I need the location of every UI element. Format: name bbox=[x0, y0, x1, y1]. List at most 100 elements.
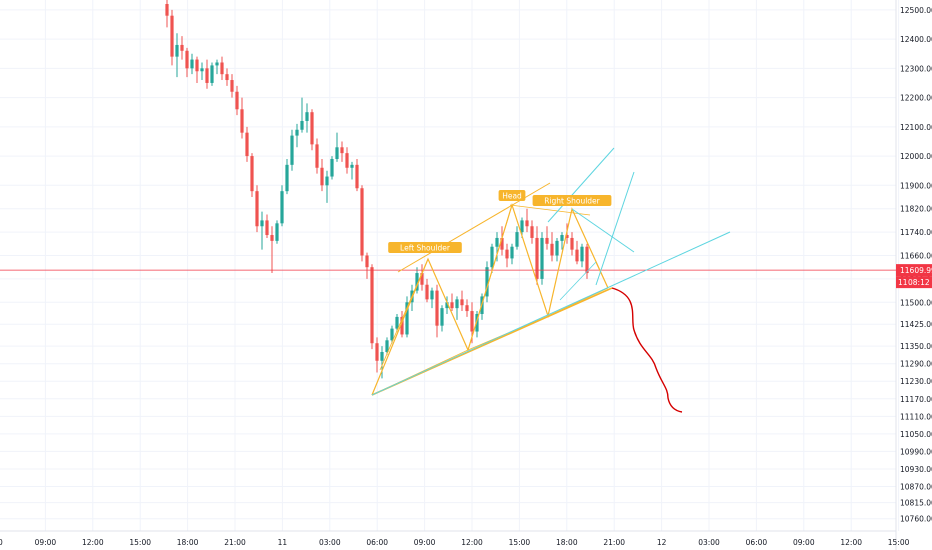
candle-body bbox=[455, 299, 459, 309]
candle bbox=[235, 85, 239, 116]
y-tick-label: 11050.00 bbox=[900, 430, 932, 439]
candle-body bbox=[495, 237, 499, 247]
candle bbox=[315, 138, 319, 174]
candle-body bbox=[285, 164, 289, 192]
candle-body bbox=[255, 191, 259, 227]
countdown-value: 08:12 bbox=[908, 278, 930, 287]
axis-layer: 12500.00 12400.00 12300.00 12200.00 12100.00… bbox=[0, 6, 932, 547]
countdown-badge bbox=[896, 276, 932, 289]
candle-body bbox=[180, 44, 184, 51]
pattern-leg bbox=[379, 258, 429, 371]
candle bbox=[490, 243, 494, 274]
candle bbox=[295, 123, 299, 148]
candle-body bbox=[400, 316, 404, 335]
x-tick-label: 03:00 bbox=[698, 538, 720, 547]
y-tick-label: 10870.00 bbox=[900, 483, 932, 492]
candle-body bbox=[405, 302, 409, 335]
x-tick-label: 12 bbox=[657, 538, 667, 547]
candle-body bbox=[445, 302, 449, 309]
y-tick-label: 11425.00 bbox=[900, 320, 932, 329]
candle-body bbox=[370, 267, 374, 344]
candle-body bbox=[385, 340, 389, 352]
candle-body bbox=[230, 80, 234, 92]
candle bbox=[400, 311, 404, 338]
candle bbox=[245, 126, 249, 162]
candle bbox=[550, 232, 554, 262]
pattern-leg bbox=[467, 204, 513, 351]
candle bbox=[525, 208, 529, 233]
candle bbox=[440, 305, 444, 332]
labels-layer: Left Shoulder Head Right Shoulder bbox=[388, 190, 612, 253]
candle bbox=[230, 74, 234, 98]
candle bbox=[575, 240, 579, 265]
candle-body bbox=[345, 153, 349, 168]
x-tick-label: 09:00 bbox=[793, 538, 815, 547]
candle-body bbox=[520, 220, 524, 233]
y-tick-label: 11500.00 bbox=[900, 298, 932, 307]
y-tick-label: 10930.00 bbox=[900, 465, 932, 474]
fan-line-lower bbox=[571, 208, 635, 253]
candle-body bbox=[260, 220, 264, 227]
x-tick-label: 21:00 bbox=[224, 538, 246, 547]
x-tick-label: 12:00 bbox=[461, 538, 483, 547]
candle-body bbox=[475, 313, 479, 332]
candle-body bbox=[535, 237, 539, 279]
candle-body bbox=[200, 68, 204, 72]
candle bbox=[175, 33, 179, 78]
candle-body bbox=[545, 237, 549, 244]
candle bbox=[515, 226, 519, 250]
x-tick-label: 03:00 bbox=[319, 538, 341, 547]
candle-body bbox=[565, 235, 569, 238]
candle bbox=[380, 346, 384, 379]
candle-body bbox=[440, 308, 444, 326]
y-tick-label: 10990.00 bbox=[900, 447, 932, 456]
current-price-value: 11609.99 bbox=[900, 266, 932, 275]
candle-body bbox=[425, 284, 429, 300]
candle bbox=[425, 278, 429, 303]
candle bbox=[405, 296, 409, 338]
candle-body bbox=[355, 164, 359, 189]
candle-body bbox=[560, 235, 564, 241]
x-tick-label: 15:00 bbox=[888, 538, 910, 547]
candle-body bbox=[210, 65, 214, 83]
candle-body bbox=[270, 235, 274, 241]
candle bbox=[250, 153, 254, 198]
candle-body bbox=[525, 220, 529, 227]
candle bbox=[320, 158, 324, 192]
candle bbox=[335, 132, 339, 162]
candle-body bbox=[350, 164, 354, 168]
candle bbox=[420, 264, 424, 291]
candle-body bbox=[325, 176, 329, 186]
candle-body bbox=[460, 299, 464, 306]
candle bbox=[530, 220, 534, 244]
x-tick-label: 09:00 bbox=[35, 538, 57, 547]
candle bbox=[330, 156, 334, 180]
candle bbox=[375, 337, 379, 373]
candle-body bbox=[175, 44, 179, 57]
candle-body bbox=[330, 158, 334, 177]
candle bbox=[535, 226, 539, 285]
candle bbox=[430, 287, 434, 309]
candle bbox=[355, 158, 359, 192]
candle bbox=[500, 226, 504, 256]
price-badge-partial: 11 bbox=[898, 278, 908, 287]
candle-body bbox=[245, 132, 249, 157]
pattern-zigzag bbox=[371, 202, 609, 396]
candle bbox=[285, 158, 289, 195]
candle bbox=[275, 220, 279, 244]
candle bbox=[200, 62, 204, 81]
x-tick-label: 06:00 bbox=[746, 538, 768, 547]
candle-body bbox=[165, 4, 169, 16]
candles-layer bbox=[165, 0, 589, 379]
candle-body bbox=[570, 237, 574, 250]
candle-body bbox=[415, 273, 419, 291]
x-tick-label: 12:00 bbox=[82, 538, 104, 547]
y-tick-label: 10760.00 bbox=[900, 515, 932, 524]
candle bbox=[370, 264, 374, 350]
candle bbox=[560, 232, 564, 250]
x-tick-label: 21:00 bbox=[603, 538, 625, 547]
trend-line bbox=[371, 231, 731, 396]
pattern-label: Right Shoulder bbox=[544, 197, 600, 206]
candle-body bbox=[420, 273, 424, 285]
